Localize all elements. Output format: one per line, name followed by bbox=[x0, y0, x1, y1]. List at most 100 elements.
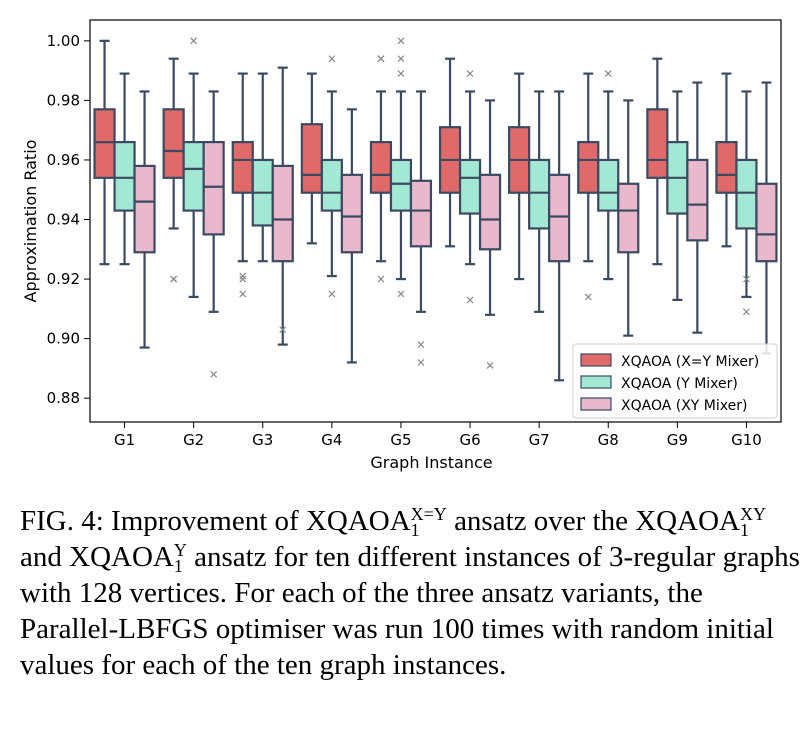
x-tick-label: G2 bbox=[183, 431, 204, 449]
outlier-marker bbox=[377, 55, 385, 63]
caption-xqaoa-y: XQAOA Y 1 bbox=[69, 540, 187, 576]
box-G1-series-1 bbox=[93, 39, 116, 266]
x-tick-label: G8 bbox=[598, 431, 619, 449]
box-body bbox=[409, 179, 433, 248]
outlier-marker bbox=[190, 37, 198, 45]
outlier-marker bbox=[377, 275, 385, 283]
box-G6-series-3 bbox=[478, 99, 502, 369]
x-axis-title: Graph Instance bbox=[370, 453, 492, 472]
box-G10-series-3 bbox=[755, 81, 778, 355]
box-G10-series-2 bbox=[735, 90, 758, 316]
box-G3-series-1 bbox=[231, 72, 254, 298]
outlier-marker bbox=[604, 70, 612, 78]
box-G10-series-1 bbox=[715, 72, 738, 248]
outlier-marker bbox=[170, 275, 178, 283]
y-tick-label: 0.92 bbox=[47, 270, 80, 288]
outlier-marker bbox=[328, 55, 336, 63]
box-body bbox=[93, 108, 116, 179]
x-tick-label: G4 bbox=[321, 431, 342, 449]
box-G6-series-2 bbox=[458, 70, 482, 304]
box-body bbox=[340, 173, 363, 254]
outlier-marker bbox=[328, 290, 336, 298]
box-body bbox=[300, 123, 323, 194]
box-body bbox=[548, 173, 571, 263]
box-G9-series-3 bbox=[686, 81, 709, 334]
box-G3-series-2 bbox=[251, 72, 274, 263]
x-tick-label: G7 bbox=[529, 431, 550, 449]
box-G8-series-1 bbox=[577, 72, 600, 301]
box-G5-series-1 bbox=[369, 55, 393, 283]
box-G7-series-3 bbox=[548, 90, 571, 382]
y-tick-label: 1.00 bbox=[47, 32, 80, 50]
box-body bbox=[133, 164, 156, 254]
box-G2-series-3 bbox=[202, 90, 225, 378]
x-tick-label: G9 bbox=[667, 431, 688, 449]
outlier-marker bbox=[417, 359, 425, 366]
legend-label: XQAOA (Y Mixer) bbox=[621, 376, 738, 392]
box-G5-series-2 bbox=[389, 37, 413, 298]
outlier-marker bbox=[239, 290, 247, 298]
caption-sub-1c: 1 bbox=[173, 556, 183, 576]
y-tick-label: 0.94 bbox=[47, 211, 80, 229]
box-G5-series-3 bbox=[409, 90, 433, 366]
caption-text-3: and bbox=[20, 541, 62, 573]
outlier-marker bbox=[239, 272, 247, 280]
box-body bbox=[231, 140, 254, 194]
legend-label: XQAOA (XY Mixer) bbox=[621, 398, 747, 414]
outlier-marker bbox=[397, 70, 405, 78]
x-tick-label: G5 bbox=[390, 431, 411, 449]
box-body bbox=[369, 140, 393, 194]
outlier-marker bbox=[417, 341, 425, 349]
y-tick-label: 0.90 bbox=[47, 330, 80, 348]
legend-swatch bbox=[580, 375, 612, 389]
caption-text-1: Improvement of bbox=[111, 505, 299, 537]
axes-frame bbox=[89, 19, 782, 423]
box-body bbox=[577, 140, 600, 194]
legend-box bbox=[572, 343, 778, 419]
outlier-marker bbox=[397, 55, 405, 63]
box-body bbox=[755, 182, 778, 263]
caption-xqaoa-xeqy: XQAOA X=Y 1 bbox=[305, 504, 447, 540]
box-body bbox=[320, 158, 343, 212]
figure-caption: FIG. 4: Improvement of XQAOA X=Y 1 ansatz … bbox=[20, 503, 805, 683]
box-body bbox=[528, 158, 551, 230]
outlier-marker bbox=[486, 361, 494, 369]
box-G9-series-1 bbox=[646, 57, 669, 266]
box-plot-chart: 0.88 0.90 0.92 0.94 0.96 0.98 1.00 G1 G2 G3 G4 G5 G6… bbox=[21, 19, 782, 472]
box-body bbox=[458, 158, 482, 215]
caption-xqaoa-xy: XQAOA XY 1 bbox=[635, 504, 766, 540]
box-body bbox=[478, 173, 502, 251]
x-tick-label: G6 bbox=[459, 431, 480, 449]
y-tick-label: 0.96 bbox=[47, 151, 80, 169]
box-G4-series-3 bbox=[340, 108, 363, 364]
caption-text-4: ansatz for ten different instances of 3-… bbox=[20, 541, 800, 681]
box-G9-series-2 bbox=[666, 90, 689, 302]
box-body bbox=[271, 164, 294, 263]
box-G7-series-2 bbox=[528, 90, 551, 313]
outlier-marker bbox=[466, 296, 474, 304]
outlier-marker bbox=[397, 37, 405, 45]
plot-area: 0.88 0.90 0.92 0.94 0.96 0.98 1.00 G1 G2 G3 G4 G5 G6… bbox=[21, 19, 782, 472]
box-body bbox=[735, 158, 758, 230]
legend-label: XQAOA (X=Y Mixer) bbox=[621, 354, 759, 370]
x-tick-label: G3 bbox=[252, 431, 273, 449]
caption-sub-1b: 1 bbox=[739, 520, 749, 540]
box-body bbox=[597, 158, 620, 212]
outlier-marker bbox=[210, 370, 218, 378]
outlier-marker bbox=[239, 275, 247, 283]
box-body bbox=[646, 108, 669, 179]
y-tick-label: 0.98 bbox=[47, 91, 80, 109]
box-body bbox=[162, 108, 185, 179]
y-axis-title: Approximation Ratio bbox=[21, 140, 40, 303]
box-G8-series-2 bbox=[597, 70, 620, 281]
box-body bbox=[715, 140, 738, 194]
box-G2-series-2 bbox=[182, 37, 205, 299]
x-tick-label: G1 bbox=[114, 431, 135, 449]
box-G3-series-3 bbox=[271, 66, 294, 346]
legend-swatch bbox=[580, 353, 612, 367]
outlier-marker bbox=[743, 275, 750, 283]
box-body bbox=[389, 158, 413, 212]
caption-sup-y: Y bbox=[173, 540, 187, 560]
caption-sup-xeqy: X=Y bbox=[410, 504, 447, 524]
